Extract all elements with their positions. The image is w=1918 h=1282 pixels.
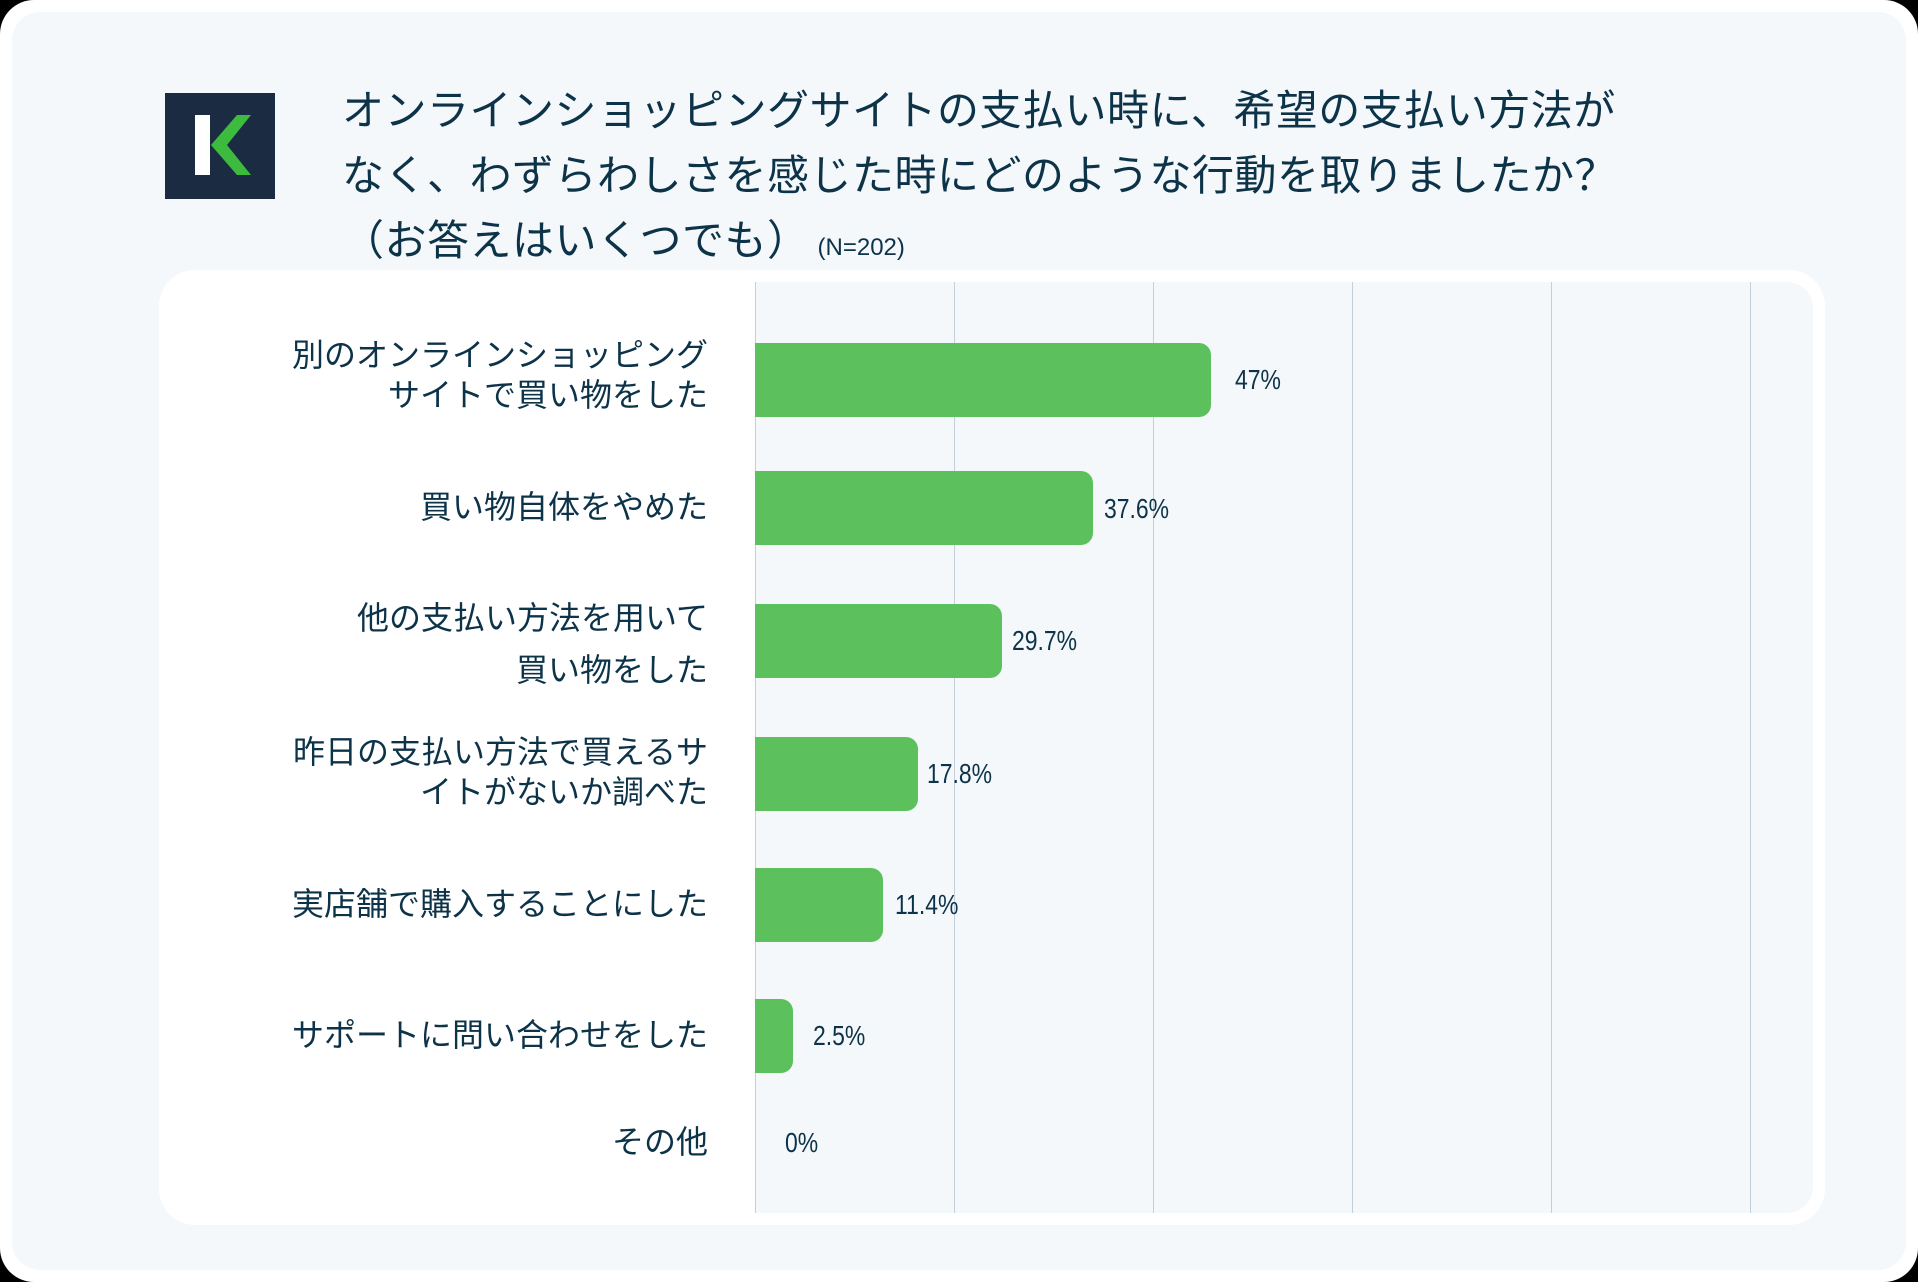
plot-area bbox=[755, 282, 1813, 1213]
category-label: その他 bbox=[612, 1122, 708, 1162]
gridline bbox=[1352, 282, 1353, 1213]
value-label: 0% bbox=[785, 1127, 819, 1158]
category-label: サポートに問い合わせをした bbox=[292, 1015, 708, 1055]
value-label: 2.5% bbox=[813, 1020, 866, 1051]
category-label-line: 実店舗で購入することにした bbox=[291, 885, 708, 923]
category-label: 昨日の支払い方法で買えるサ イトがないか調べた bbox=[293, 732, 708, 812]
category-label-line: サイトで買い物をした bbox=[387, 376, 708, 414]
category-label: 別のオンラインショッピング サイトで買い物をした bbox=[292, 335, 708, 415]
bar bbox=[755, 343, 1211, 417]
sample-size: (N=202) bbox=[817, 234, 905, 261]
category-label-line: その他 bbox=[611, 1123, 708, 1161]
category-label-line: 買い物自体をやめた bbox=[419, 488, 708, 526]
category-label-line: イトがないか調べた bbox=[419, 773, 708, 811]
title-line-2: なく、わずらわしさを感じた時にどのような行動を取りましたか？ bbox=[342, 151, 1618, 200]
category-label-line: サポートに問い合わせをした bbox=[291, 1016, 708, 1054]
brand-logo bbox=[165, 93, 275, 199]
bar bbox=[755, 868, 883, 942]
title-line-3: （お答えはいくつでも） (N=202) bbox=[342, 208, 1742, 273]
category-label-line: 昨日の支払い方法で買えるサ bbox=[292, 733, 708, 771]
category-label: 買い物自体をやめた bbox=[420, 487, 708, 527]
title-line-3-text: （お答えはいくつでも） bbox=[342, 216, 810, 265]
value-label: 47% bbox=[1235, 364, 1281, 395]
chart-title: オンラインショッピングサイトの支払い時に、希望の支払い方法が なく、わずらわしさ… bbox=[342, 78, 1742, 273]
bar bbox=[755, 737, 918, 811]
k-logo-icon bbox=[195, 115, 251, 175]
title-line-1: オンラインショッピングサイトの支払い時に、希望の支払い方法が bbox=[342, 86, 1616, 135]
gridline bbox=[954, 282, 955, 1213]
category-label: 実店舗で購入することにした bbox=[292, 884, 708, 924]
gridline bbox=[1153, 282, 1154, 1213]
value-label: 37.6% bbox=[1104, 493, 1170, 524]
category-label: 他の支払い方法を用いて 買い物をした bbox=[357, 592, 708, 696]
value-label: 17.8% bbox=[927, 758, 993, 789]
category-label-line: 他の支払い方法を用いて bbox=[356, 599, 708, 637]
value-label: 29.7% bbox=[1012, 625, 1078, 656]
bar bbox=[755, 604, 1002, 678]
gridline bbox=[1551, 282, 1552, 1213]
value-label: 11.4% bbox=[895, 889, 959, 920]
bar bbox=[755, 999, 793, 1073]
bar bbox=[755, 471, 1093, 545]
gridline bbox=[1750, 282, 1751, 1213]
category-label-line: 別のオンラインショッピング bbox=[291, 336, 708, 374]
category-label-line: 買い物をした bbox=[515, 651, 708, 689]
